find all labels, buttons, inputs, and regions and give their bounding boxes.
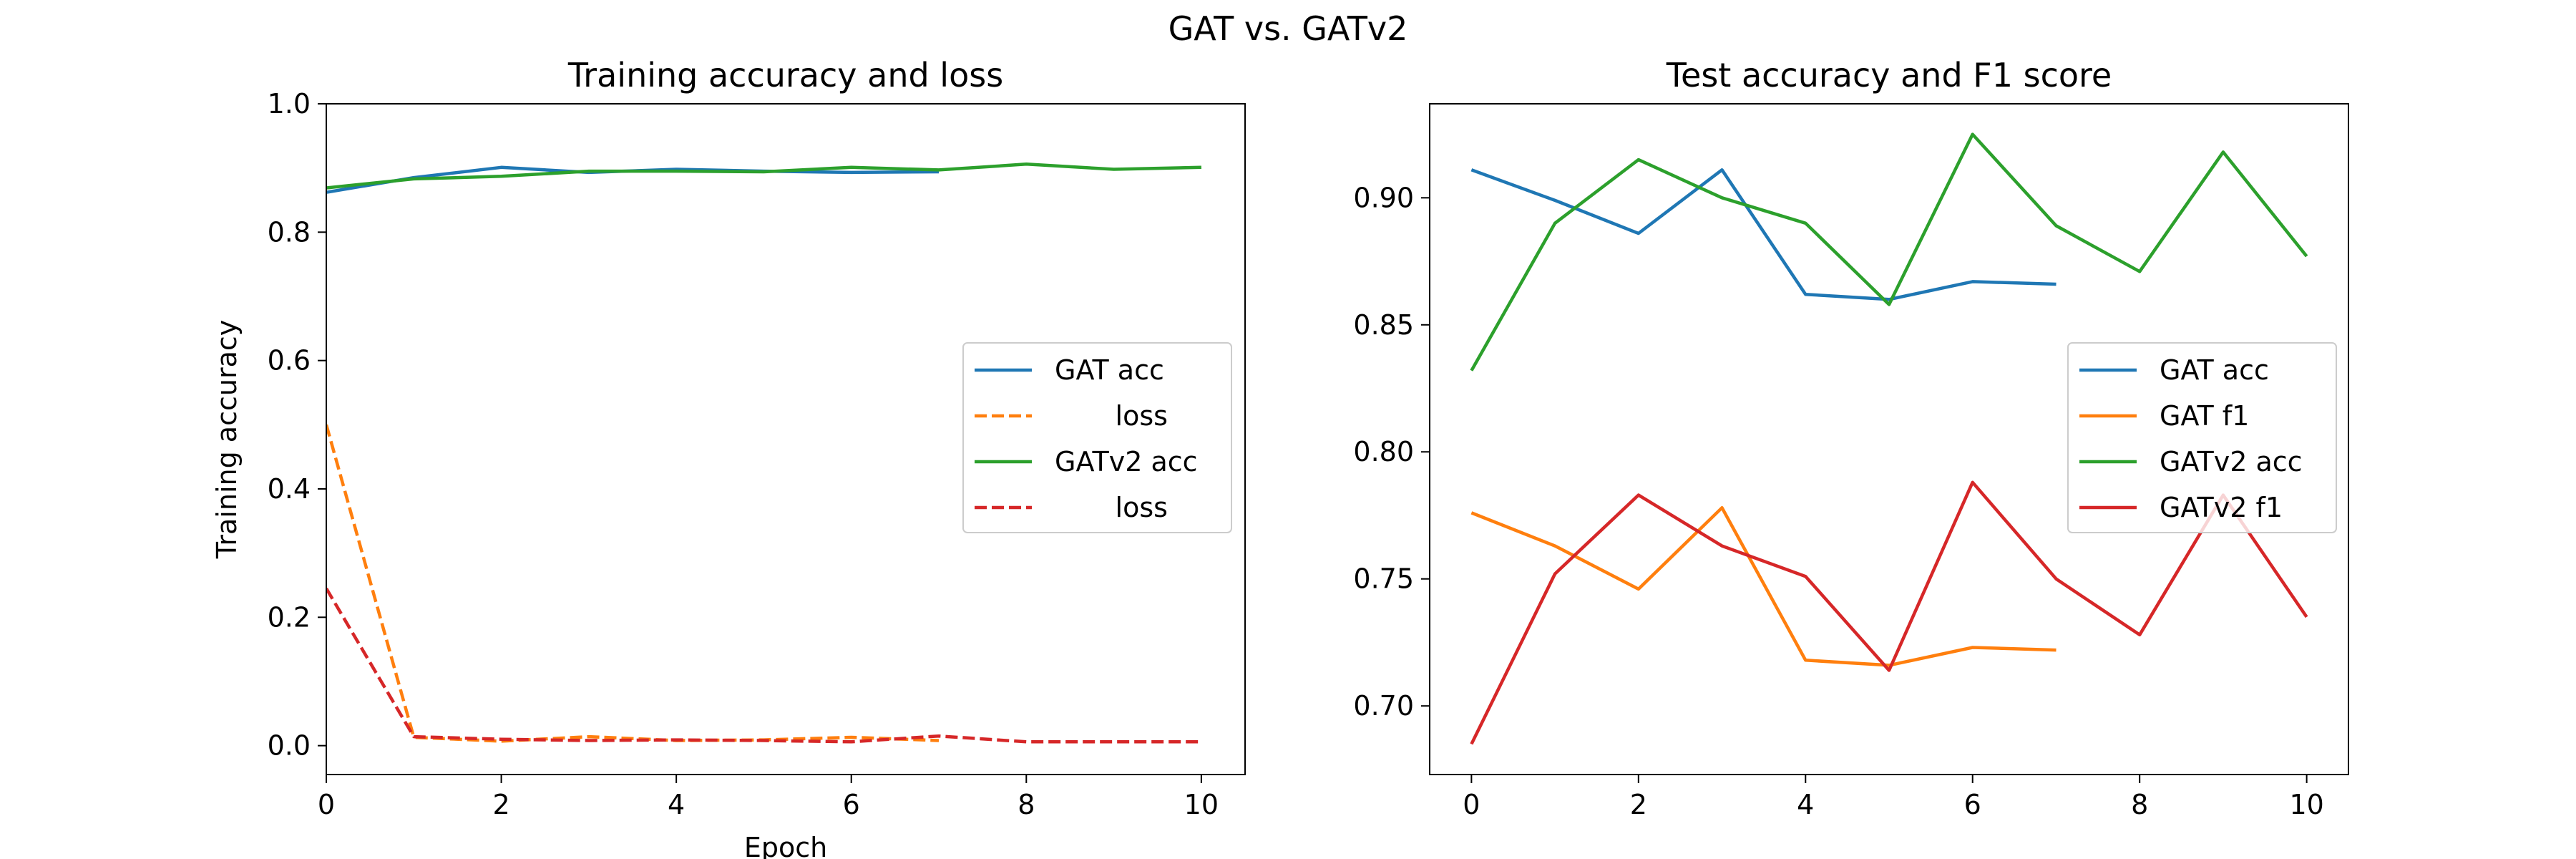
legend-label-1: GAT f1 [2160,400,2249,432]
x-tick-label: 6 [1964,789,1981,820]
series-line-0 [1470,168,2057,301]
x-tick-label: 10 [2289,789,2323,820]
x-tick-label: 8 [2131,789,2148,820]
series-line-1 [326,424,940,743]
y-tick-label: 0.4 [268,473,311,505]
y-tick-label: 0.70 [1353,690,1414,722]
figure-suptitle: GAT vs. GATv2 [1169,9,1408,48]
series-line-3 [1470,480,2308,745]
y-tick-label: 0.2 [268,601,311,633]
series-line-2 [326,162,1201,190]
y-tick-label: 0.8 [268,216,311,248]
legend-label-3: GATv2 f1 [2160,492,2283,523]
axes-frame [326,103,1246,775]
legend-label-3: loss [1055,492,1168,523]
y-tick-label: 0.6 [268,345,311,377]
x-tick-label: 2 [492,789,509,820]
legend-box [2067,342,2337,533]
legend-label-2: GATv2 acc [2160,446,2303,477]
series-line-2 [1470,132,2308,372]
chart-title: Test accuracy and F1 score [1666,56,2112,94]
x-tick-label: 4 [668,789,685,820]
y-tick-label: 1.0 [268,88,311,120]
x-tick-label: 2 [1630,789,1647,820]
chart-title: Training accuracy and loss [567,56,1003,94]
legend-label-0: GAT acc [1055,354,1164,386]
legend-label-2: GATv2 acc [1055,446,1198,477]
x-tick-label: 6 [843,789,860,820]
series-line-3 [326,587,1201,744]
legend-label-0: GAT acc [2160,354,2269,386]
right-chart-test: Test accuracy and F1 score 0 2 4 6 8 10 0.70 0.7… [1353,56,2349,820]
y-axis-label: Training accuracy [211,320,243,559]
x-tick-label: 8 [1018,789,1035,820]
series-line-1 [1470,506,2057,667]
legend-box [962,342,1232,533]
y-tick-label: 0.85 [1353,309,1414,341]
x-axis-label: Epoch [744,832,827,859]
x-tick-label: 0 [1463,789,1480,820]
y-tick-label: 0.90 [1353,182,1414,213]
legend-label-1: loss [1055,400,1168,432]
axes-frame [1429,103,2349,775]
x-tick-label: 0 [318,789,335,820]
x-tick-label: 4 [1797,789,1814,820]
y-tick-label: 0.75 [1353,563,1414,595]
x-tick-label: 10 [1184,789,1219,820]
left-chart-training: Training accuracy and loss 0 2 4 6 8 10 0.0 0.2 0… [211,56,1246,859]
y-tick-label: 0.0 [268,730,311,762]
y-tick-label: 0.80 [1353,436,1414,467]
